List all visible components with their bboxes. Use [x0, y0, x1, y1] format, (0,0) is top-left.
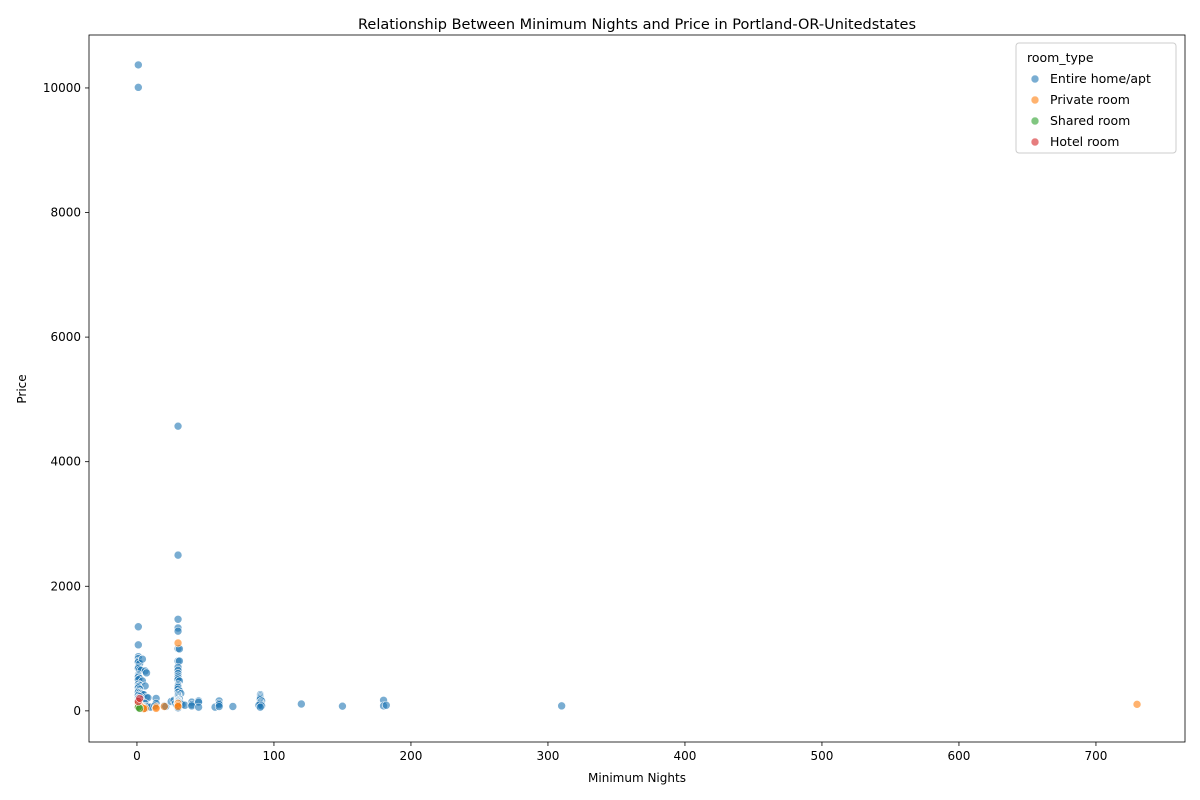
point-private-room — [173, 702, 183, 711]
y-tick-label: 6000 — [50, 330, 81, 344]
chart-title: Relationship Between Minimum Nights and … — [358, 17, 916, 33]
y-axis: 0 2000 4000 6000 8000 10000 — [43, 81, 89, 718]
x-axis-title: Minimum Nights — [588, 771, 686, 785]
x-tick-label: 700 — [1084, 749, 1107, 763]
point-entire-home-apt — [138, 654, 147, 664]
y-tick-label: 2000 — [50, 579, 81, 593]
point-entire-home-apt — [214, 702, 224, 711]
x-tick-label: 300 — [536, 749, 559, 763]
point-entire-home-apt — [557, 701, 566, 711]
legend-entries: Entire home/apt Private room Shared room Ho… — [1030, 71, 1151, 149]
point-private-room — [1132, 700, 1142, 709]
point-entire-home-apt — [134, 622, 143, 632]
point-entire-home-apt — [173, 421, 183, 431]
point-entire-home-apt — [134, 60, 143, 70]
point-entire-home-apt — [338, 701, 347, 711]
legend-marker-shared-room — [1030, 116, 1040, 126]
point-entire-home-apt — [381, 700, 391, 710]
point-entire-home-apt — [134, 640, 143, 650]
legend-marker-entire-home-apt — [1030, 74, 1040, 84]
x-tick-label: 600 — [947, 749, 970, 763]
points-layer — [134, 60, 1142, 713]
x-tick-label: 0 — [133, 749, 141, 763]
point-hotel-room — [135, 694, 144, 703]
point-private-room — [160, 702, 169, 711]
y-axis-title: Price — [15, 374, 29, 403]
point-entire-home-apt — [173, 614, 183, 624]
y-tick-label: 8000 — [50, 206, 81, 220]
x-tick-label: 500 — [810, 749, 833, 763]
x-tick-label: 200 — [399, 749, 422, 763]
legend: room_type Entire home/apt Private room Sha… — [1015, 42, 1177, 154]
x-axis: 0 100 200 300 400 500 600 700 — [133, 742, 1107, 763]
x-tick-label: 100 — [262, 749, 285, 763]
legend-frame — [1015, 42, 1177, 154]
legend-marker-private-room — [1030, 95, 1040, 105]
legend-marker-hotel-room — [1030, 137, 1040, 147]
legend-label-private-room: Private room — [1050, 92, 1130, 107]
plot-frame — [88, 34, 1186, 743]
point-entire-home-apt — [134, 83, 143, 92]
point-entire-home-apt — [194, 702, 203, 712]
point-entire-home-apt — [173, 550, 183, 560]
point-private-room — [173, 638, 183, 648]
point-entire-home-apt — [173, 626, 183, 636]
legend-label-entire-home-apt: Entire home/apt — [1050, 71, 1151, 86]
point-entire-home-apt — [297, 699, 306, 709]
x-tick-label: 400 — [673, 749, 696, 763]
legend-title: room_type — [1027, 50, 1094, 65]
y-tick-label: 0 — [73, 704, 81, 718]
y-tick-label: 10000 — [43, 81, 81, 95]
legend-label-shared-room: Shared room — [1050, 113, 1130, 128]
y-tick-label: 4000 — [50, 455, 81, 469]
point-entire-home-apt — [255, 702, 265, 712]
point-entire-home-apt — [228, 702, 238, 711]
point-private-room — [151, 704, 161, 713]
point-entire-home-apt — [142, 668, 151, 678]
legend-label-hotel-room: Hotel room — [1050, 134, 1119, 149]
